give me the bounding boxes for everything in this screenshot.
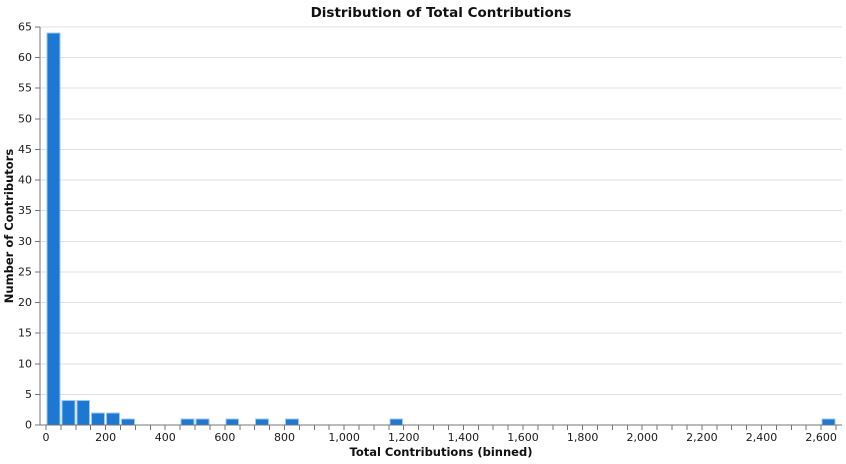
x-tick-label: 2,200 [686,431,718,444]
gridlines [40,26,842,395]
y-tick-label: 65 [18,21,32,34]
x-tick-label: 2,400 [746,431,778,444]
y-tick-label: 0 [25,419,32,432]
histogram-bar [91,412,106,426]
x-tick-label: 1,000 [328,431,360,444]
histogram-bar [121,418,135,426]
histogram-bar [106,412,120,426]
y-tick-label: 40 [18,174,32,187]
histogram-bar [46,32,61,426]
x-tick-label: 600 [214,431,235,444]
tick-labels: 0 200 400 600 800 1,000 1,200 1,400 1,600 1,800 2,… [18,21,837,445]
y-tick-label: 10 [18,357,32,370]
histogram-bar [61,400,76,426]
histogram-bar [255,418,270,426]
histogram-bar [389,418,404,426]
y-tick-label: 30 [18,235,32,248]
y-tick-label: 20 [18,296,32,309]
y-tick-label: 35 [18,204,32,217]
x-axis-label: Total Contributions (binned) [350,445,533,459]
x-tick-label: 1,400 [448,431,480,444]
x-tick-label: 0 [42,431,49,444]
x-tick-label: 1,600 [507,431,539,444]
x-tick-label: 200 [95,431,116,444]
histogram-bar [195,418,210,426]
x-tick-label: 1,200 [388,431,420,444]
y-tick-label: 15 [18,327,32,340]
y-tick-label: 45 [18,143,32,156]
x-tick-label: 800 [274,431,295,444]
x-tick-label: 400 [155,431,176,444]
chart-title: Distribution of Total Contributions [311,5,572,21]
x-tick-label: 1,800 [567,431,599,444]
y-tick-label: 25 [18,265,32,278]
histogram-bar [225,418,240,426]
histogram-bar [76,400,91,426]
histogram-bar [180,418,195,426]
x-tick-label: 2,600 [805,431,837,444]
x-tick-label: 2,000 [626,431,658,444]
y-axis-label: Number of Contributors [2,149,16,304]
y-tick-label: 55 [18,82,32,95]
histogram-bar [285,418,299,426]
axes [35,26,842,430]
histogram-bar [821,418,836,426]
histogram-bars [46,32,836,426]
y-tick-label: 5 [25,388,32,401]
y-tick-label: 60 [18,51,32,64]
y-tick-label: 50 [18,112,32,125]
